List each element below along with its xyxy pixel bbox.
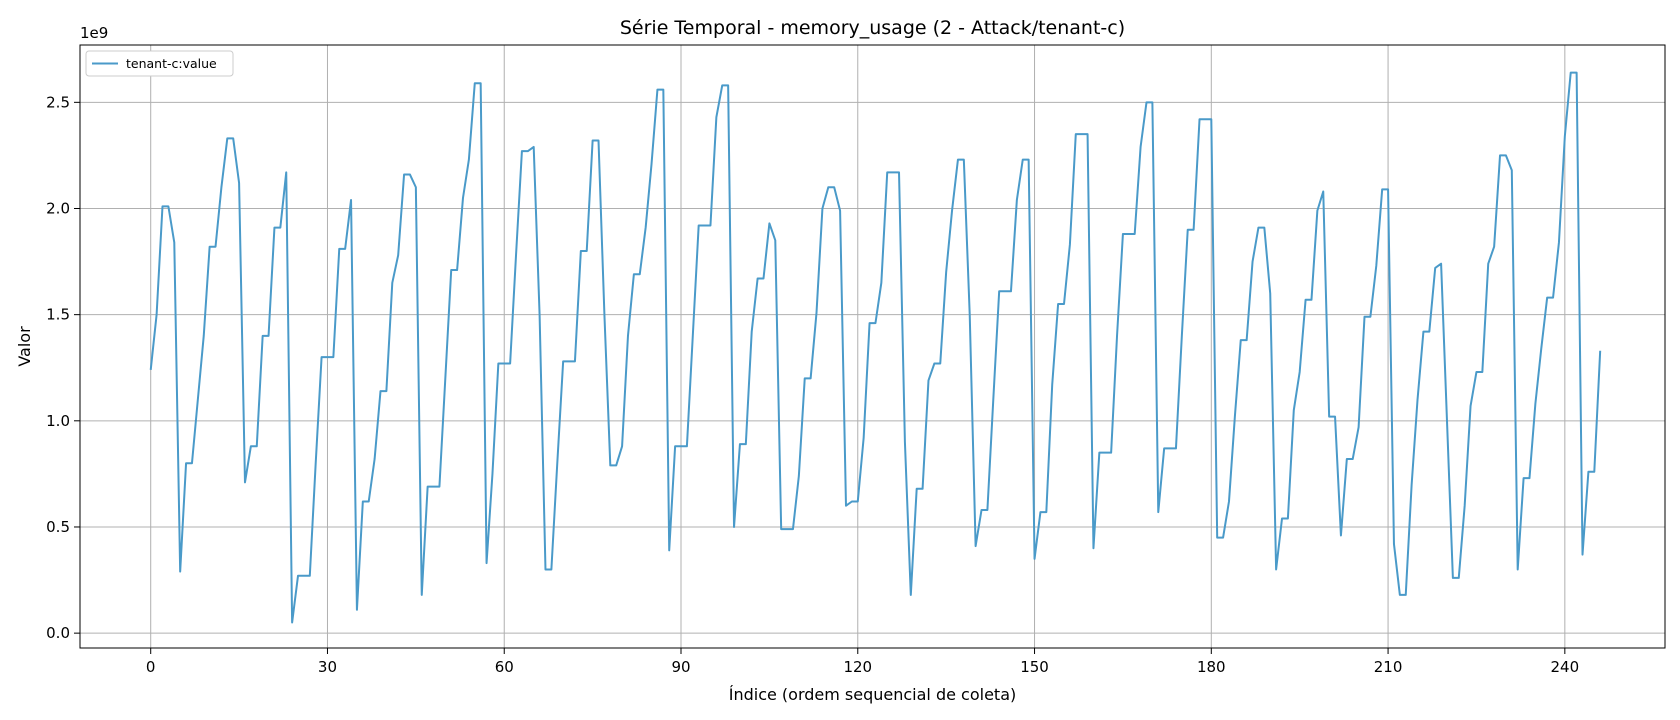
- x-tick-label: 150: [1020, 658, 1049, 676]
- x-tick-label: 180: [1197, 658, 1226, 676]
- y-tick-label: 0.0: [46, 624, 70, 642]
- chart-title: Série Temporal - memory_usage (2 - Attac…: [620, 17, 1125, 39]
- y-tick-label: 0.5: [46, 518, 70, 536]
- legend-box: [85, 50, 234, 77]
- y-axis-label: Valor: [15, 326, 34, 367]
- y-tick-label: 2.5: [46, 93, 70, 111]
- y-tick-label: 2.0: [46, 199, 70, 217]
- x-axis-label: Índice (ordem sequencial de coleta): [729, 685, 1017, 704]
- axis-ticks: 0 30 60 90 120 150 180 210 240 0.0 0.5 1.0 1.5 2.0 2.5: [46, 93, 1579, 676]
- x-tick-label: 90: [671, 658, 690, 676]
- legend-label: tenant-c:value: [126, 56, 217, 71]
- x-tick-label: 30: [318, 658, 337, 676]
- x-tick-label: 210: [1374, 658, 1403, 676]
- y-axis-offset-label: 1e9: [80, 24, 108, 42]
- x-tick-label: 0: [146, 658, 156, 676]
- x-tick-label: 60: [495, 658, 514, 676]
- y-tick-label: 1.5: [46, 306, 70, 324]
- grid-lines: [80, 45, 1665, 648]
- series-line-layer: [149, 71, 1602, 624]
- plot-area-frame: [79, 44, 1666, 649]
- x-tick-label: 120: [843, 658, 872, 676]
- y-tick-label: 1.0: [46, 412, 70, 430]
- series-line-tenant-c-value: [149, 71, 1602, 624]
- x-tick-label: 240: [1551, 658, 1580, 676]
- legend: tenant-c:value: [85, 50, 234, 77]
